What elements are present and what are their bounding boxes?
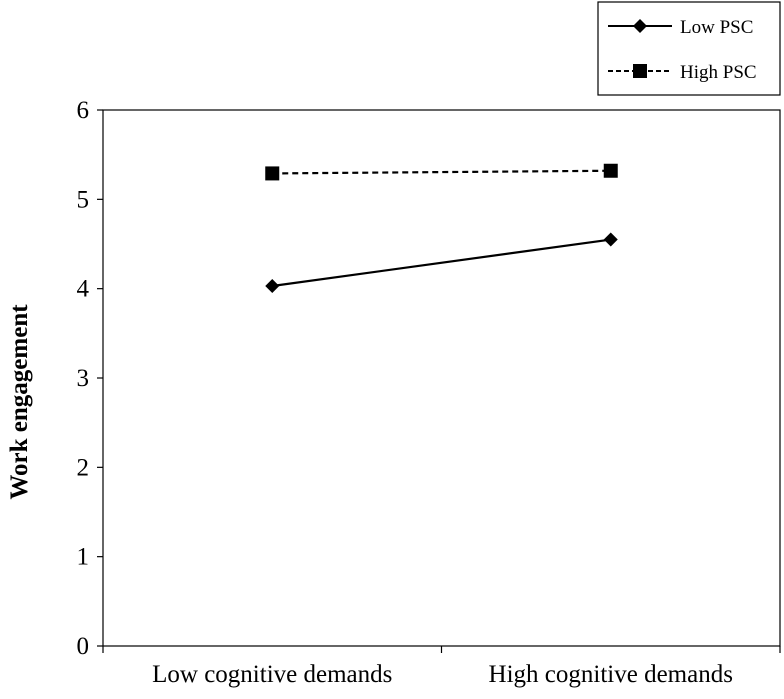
y-tick-label-4: 4 [77, 276, 90, 303]
legend-low-psc-label: Low PSC [680, 17, 753, 38]
y-tick-label-5: 5 [77, 186, 90, 213]
y-axis-title: Work engagement [6, 304, 33, 500]
legend-item-high-psc: High PSC [608, 62, 757, 83]
y-tick-label-2: 2 [77, 454, 90, 481]
legend-low-psc-diamond-marker [633, 19, 647, 33]
data-point-high-psc-1 [265, 166, 280, 181]
legend-item-low-psc: Low PSC [608, 17, 753, 38]
legend-high-psc-square-marker [633, 64, 647, 78]
data-point-high-psc-2 [603, 163, 618, 178]
series-line-low-psc [272, 238, 611, 288]
plot-area [102, 109, 781, 647]
y-axis: 0 1 2 3 4 5 6 [77, 97, 103, 660]
series-layer [265, 163, 618, 293]
y-tick-label-1: 1 [77, 544, 90, 571]
legend-box [597, 1, 781, 96]
y-tick-label-0: 0 [77, 633, 90, 660]
data-point-low-psc-1 [265, 278, 280, 293]
x-axis: Low cognitive demands High cognitive dema… [102, 646, 781, 688]
legend-high-psc-label: High PSC [680, 62, 757, 83]
y-tick-label-6: 6 [77, 97, 90, 124]
y-tick-label-3: 3 [77, 365, 90, 392]
data-point-low-psc-2 [603, 232, 618, 247]
legend: Low PSC High PSC [597, 1, 781, 96]
series-line-high-psc [272, 169, 611, 175]
x-category-label-1: Low cognitive demands [152, 661, 392, 688]
x-category-label-2: High cognitive demands [489, 661, 733, 688]
